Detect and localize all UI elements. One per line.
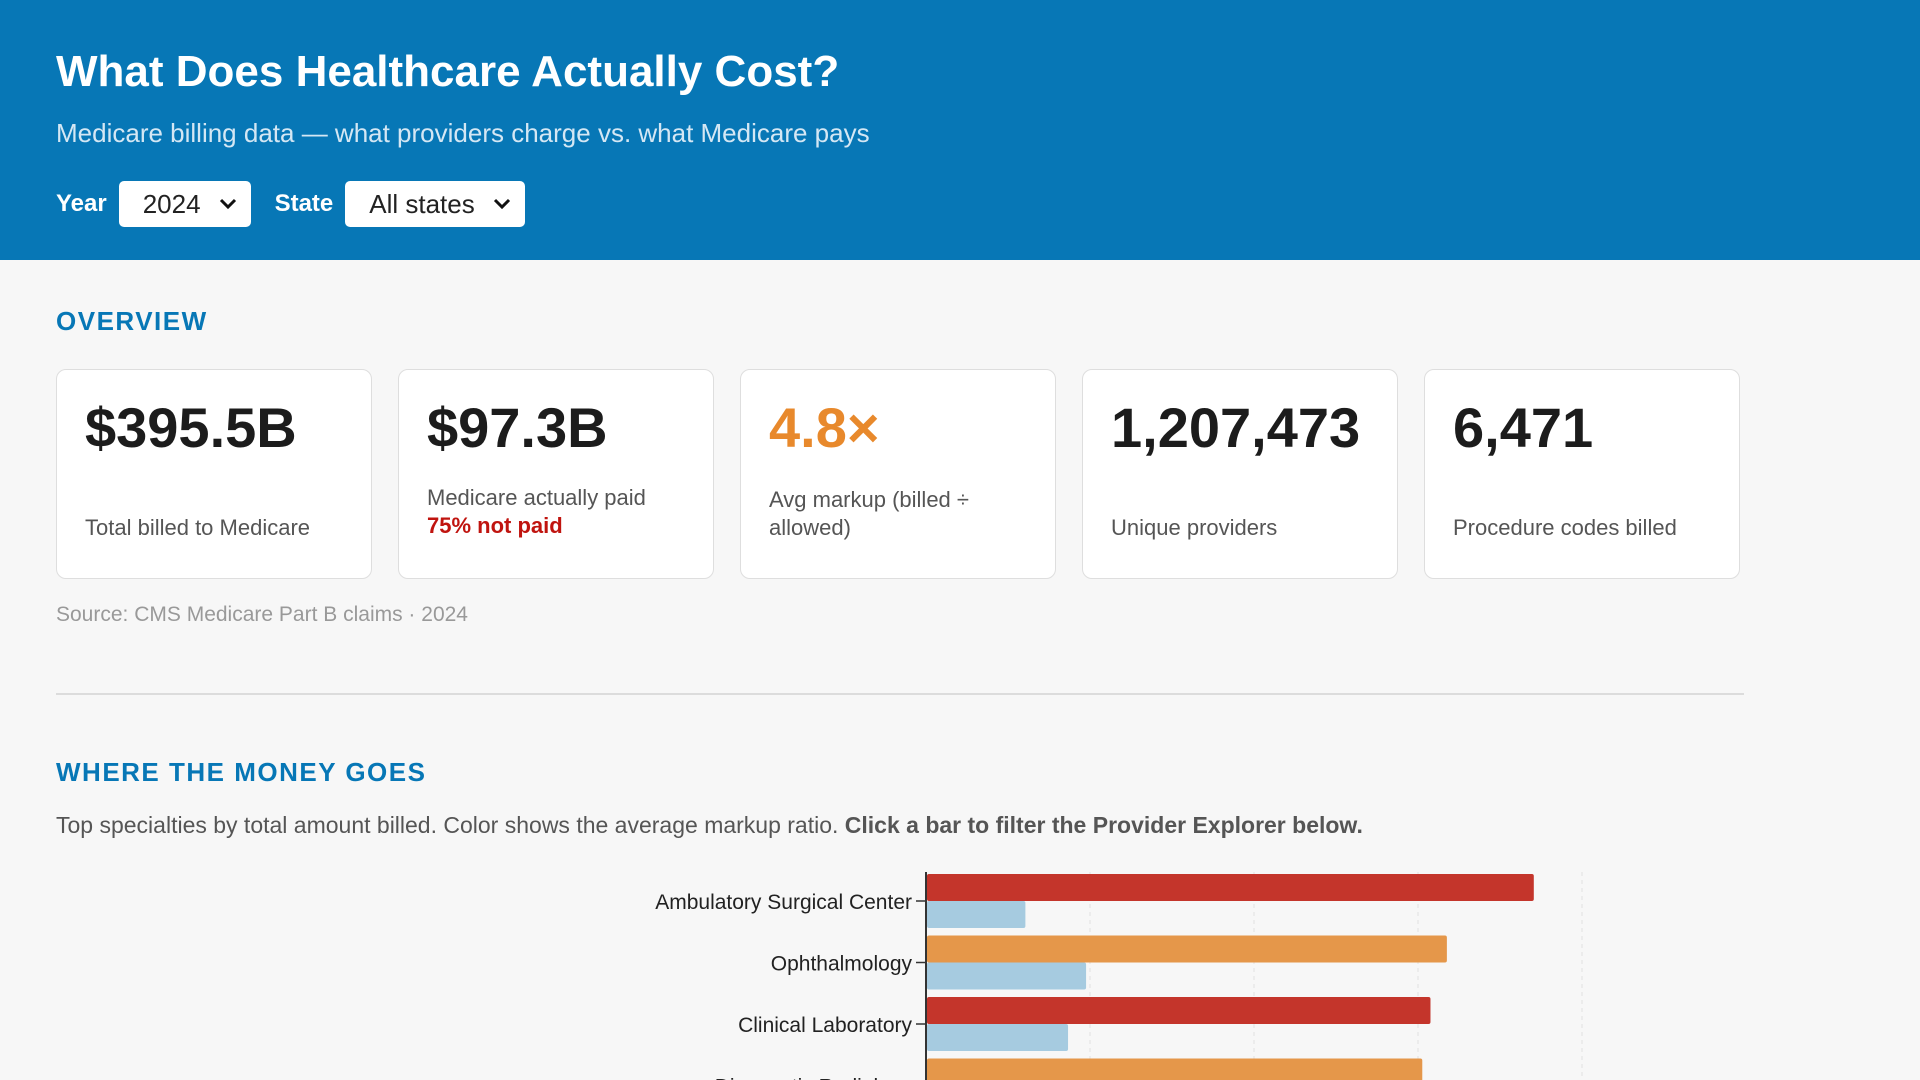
money-heading: WHERE THE MONEY GOES xyxy=(56,757,427,787)
stat-label: Unique providers xyxy=(1111,515,1278,540)
category-label: Ambulatory Surgical Center xyxy=(655,891,912,914)
state-label: State xyxy=(274,190,334,217)
state-select[interactable]: All states xyxy=(345,181,525,227)
stat-card-unique-providers: 1,207,473 Unique providers xyxy=(1082,369,1398,579)
stat-card-avg-markup: 4.8× Avg markup (billed ÷ allowed) xyxy=(740,369,1056,579)
stat-value: 6,471 xyxy=(1453,396,1594,459)
money-desc-bold: Click a bar to filter the Provider Explo… xyxy=(844,812,1363,838)
bar-billed[interactable] xyxy=(927,874,1534,901)
stat-card-total-billed: $395.5B Total billed to Medicare xyxy=(56,369,372,579)
category-label: Clinical Laboratory xyxy=(738,1014,912,1037)
category-label: Diagnostic Radiology xyxy=(715,1076,913,1080)
stat-label: Medicare actually paid xyxy=(427,485,646,510)
state-select-value: All states xyxy=(369,188,475,219)
stat-value: 4.8× xyxy=(769,396,880,459)
page-header: What Does Healthcare Actually Cost? Medi… xyxy=(0,0,1920,260)
stat-card-medicare-paid: $97.3B Medicare actually paid 75% not pa… xyxy=(398,369,714,579)
source-note: Source: CMS Medicare Part B claims · 202… xyxy=(56,603,468,626)
stat-label: Procedure codes billed xyxy=(1453,515,1677,540)
stat-card-procedure-codes: 6,471 Procedure codes billed xyxy=(1424,369,1740,579)
divider xyxy=(56,693,1744,695)
main-content: OVERVIEW $395.5B Total billed to Medicar… xyxy=(0,306,1920,839)
stat-value: 1,207,473 xyxy=(1111,396,1361,459)
bar-paid[interactable] xyxy=(927,901,1026,928)
not-paid-note: 75% not paid xyxy=(427,513,563,538)
year-select[interactable]: 2024 xyxy=(118,181,251,227)
stat-label: Avg markup (billed ÷ allowed) xyxy=(769,487,969,540)
page-subtitle: Medicare billing data — what providers c… xyxy=(56,118,870,148)
stat-label-group: Medicare actually paid 75% not paid xyxy=(427,484,687,540)
year-select-value: 2024 xyxy=(142,188,201,219)
stat-label: Total billed to Medicare xyxy=(85,515,311,540)
bar-paid[interactable] xyxy=(927,1024,1069,1051)
overview-heading: OVERVIEW xyxy=(56,306,208,336)
category-label: Ophthalmology xyxy=(771,953,913,976)
stat-value: $97.3B xyxy=(427,396,608,459)
overview-cards: $395.5B Total billed to Medicare $97.3B … xyxy=(56,369,1744,579)
filter-bar: Year 2024 State All states xyxy=(56,181,1864,227)
stat-value: $395.5B xyxy=(85,396,297,459)
bar-paid[interactable] xyxy=(927,962,1087,990)
year-label: Year xyxy=(56,190,107,217)
specialty-bar-chart: Ambulatory Surgical Center Ophthalmology C… xyxy=(655,872,1583,1080)
page-title: What Does Healthcare Actually Cost? xyxy=(56,47,840,96)
money-description: Top specialties by total amount billed. … xyxy=(56,812,1864,839)
bar-billed[interactable] xyxy=(927,1058,1423,1080)
bar-billed[interactable] xyxy=(927,997,1431,1024)
bar-billed[interactable] xyxy=(927,935,1447,963)
money-desc-text: Top specialties by total amount billed. … xyxy=(56,812,845,838)
chevron-down-icon xyxy=(493,198,510,210)
chevron-down-icon xyxy=(219,198,236,210)
